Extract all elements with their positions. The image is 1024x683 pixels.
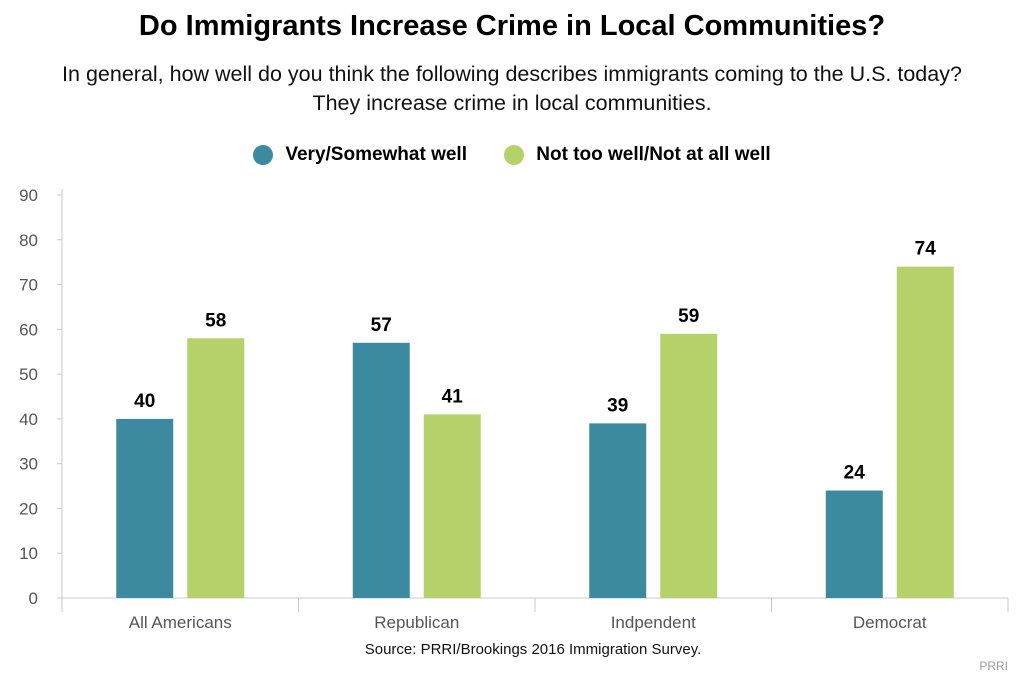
bar <box>589 423 647 598</box>
y-tick-label: 0 <box>29 589 38 608</box>
bar-value-label: 57 <box>371 315 392 336</box>
legend-swatch-very-somewhat <box>253 145 274 165</box>
chart-subtitle: In general, how well do you think the fo… <box>62 62 962 115</box>
y-tick-label: 10 <box>19 544 38 563</box>
bar-value-label: 40 <box>134 391 155 412</box>
bar <box>187 338 245 598</box>
x-category-label: Republican <box>374 613 459 632</box>
y-tick-label: 20 <box>19 499 38 518</box>
bar <box>896 266 954 598</box>
bar-value-label: 39 <box>607 395 628 416</box>
x-category-label: Democrat <box>853 613 927 632</box>
bar <box>423 414 481 598</box>
legend-item-not-too-well: Not too well/Not at all well <box>504 144 771 166</box>
x-category-label: Indpendent <box>611 613 696 632</box>
y-tick-label: 70 <box>19 276 38 295</box>
bar-value-label: 74 <box>915 239 937 260</box>
bar <box>660 333 718 598</box>
brand-label: PRRI <box>979 659 1008 673</box>
legend-item-very-somewhat: Very/Somewhat well <box>253 144 467 166</box>
chart-title: Do Immigrants Increase Crime in Local Co… <box>138 10 886 42</box>
x-category-label: All Americans <box>129 613 232 632</box>
legend: Very/Somewhat well Not too well/Not at a… <box>0 144 1024 171</box>
bar <box>116 418 174 598</box>
bar <box>352 342 410 598</box>
source-note: Source: PRRI/Brookings 2016 Immigration … <box>364 641 702 658</box>
y-tick-label: 60 <box>19 320 38 339</box>
legend-swatch-not-too-well <box>504 145 525 165</box>
y-tick-label: 80 <box>19 231 38 250</box>
legend-label-not-too-well: Not too well/Not at all well <box>536 144 771 165</box>
y-tick-label: 50 <box>19 365 38 384</box>
bar-value-label: 41 <box>442 386 464 407</box>
bar-value-label: 59 <box>678 306 699 327</box>
bar-value-label: 58 <box>205 310 226 331</box>
legend-label-very-somewhat: Very/Somewhat well <box>285 144 467 165</box>
y-tick-label: 90 <box>19 186 38 205</box>
bar-value-label: 24 <box>844 463 866 484</box>
bar <box>825 490 883 598</box>
y-tick-label: 30 <box>19 455 38 474</box>
y-tick-label: 40 <box>19 410 38 429</box>
